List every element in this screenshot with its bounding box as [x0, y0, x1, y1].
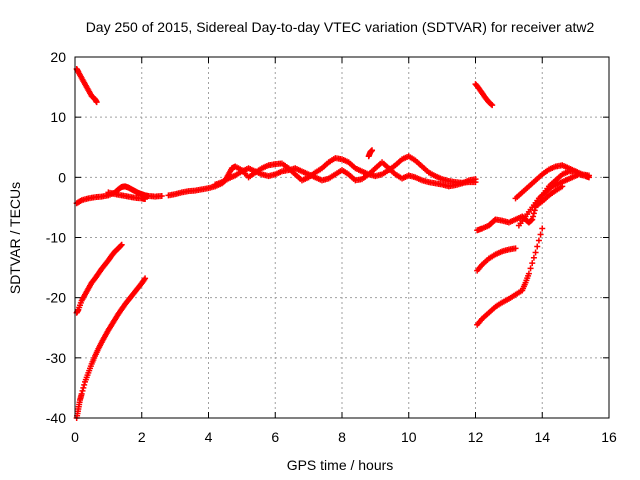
- data-point: [472, 176, 479, 183]
- data-point: [572, 168, 579, 175]
- y-tick-label: -20: [46, 290, 66, 306]
- series-arc-midday-c: [365, 147, 376, 160]
- y-tick-label: -30: [46, 350, 66, 366]
- data-point: [535, 237, 542, 244]
- data-point: [118, 241, 125, 248]
- data-point: [529, 260, 536, 267]
- data-point: [532, 249, 539, 256]
- x-tick-label: 10: [401, 429, 417, 445]
- data-point: [525, 270, 532, 277]
- data-point: [559, 183, 566, 190]
- plot-frame: [74, 56, 610, 419]
- data-point: [529, 216, 536, 223]
- y-tick-label: -40: [46, 410, 66, 426]
- data-point: [530, 210, 537, 217]
- x-tick-label: 6: [271, 429, 279, 445]
- y-tick-label: 0: [58, 169, 66, 185]
- x-tick-label: 14: [534, 429, 550, 445]
- data-point: [537, 231, 544, 238]
- data-point: [530, 213, 537, 220]
- x-tick-label: 0: [71, 429, 79, 445]
- data-point: [488, 101, 495, 108]
- data-point: [79, 387, 86, 394]
- series-arc-late-5: [512, 162, 579, 202]
- y-axis-label: SDTVAR / TECUs: [7, 182, 23, 294]
- data-point: [81, 381, 88, 388]
- x-tick-label: 12: [468, 429, 484, 445]
- data-point: [527, 265, 534, 272]
- x-axis-label: GPS time / hours: [287, 457, 394, 473]
- series-arc-late-3: [474, 225, 546, 328]
- series-arc-midday-b: [212, 159, 479, 190]
- data-point: [117, 242, 124, 249]
- data-point: [530, 254, 537, 261]
- data-point: [369, 147, 376, 154]
- data-point: [539, 225, 546, 232]
- data-point: [528, 217, 535, 224]
- y-tick-label: -10: [46, 230, 66, 246]
- data-point: [142, 195, 149, 202]
- x-tick-label: 8: [338, 429, 346, 445]
- y-tick-label: 20: [50, 49, 66, 65]
- series-arc-early-rising-1: [73, 241, 125, 316]
- data-point: [531, 207, 538, 214]
- x-tick-label: 2: [138, 429, 146, 445]
- series-arc-early-rising-2: [73, 275, 149, 421]
- series-arc-late-6: [532, 183, 566, 210]
- data-point: [534, 243, 541, 250]
- data-point: [78, 390, 85, 397]
- series-arc-early-high: [73, 66, 100, 106]
- x-tick-label: 16: [601, 429, 617, 445]
- series-arc-morning-baseline-b: [105, 189, 149, 202]
- x-tick-label: 4: [205, 429, 213, 445]
- series-arc-late-high: [472, 81, 496, 109]
- chart-title: Day 250 of 2015, Sidereal Day-to-day VTE…: [86, 19, 595, 35]
- data-point: [93, 99, 100, 106]
- series-arc-late-2: [474, 245, 519, 274]
- data-point: [585, 174, 592, 181]
- data-point: [80, 384, 87, 391]
- data-point: [512, 245, 519, 252]
- y-tick-label: 10: [50, 109, 66, 125]
- data-point: [489, 102, 496, 109]
- data-point: [158, 192, 165, 199]
- data-point: [142, 275, 149, 282]
- data-point: [141, 276, 148, 283]
